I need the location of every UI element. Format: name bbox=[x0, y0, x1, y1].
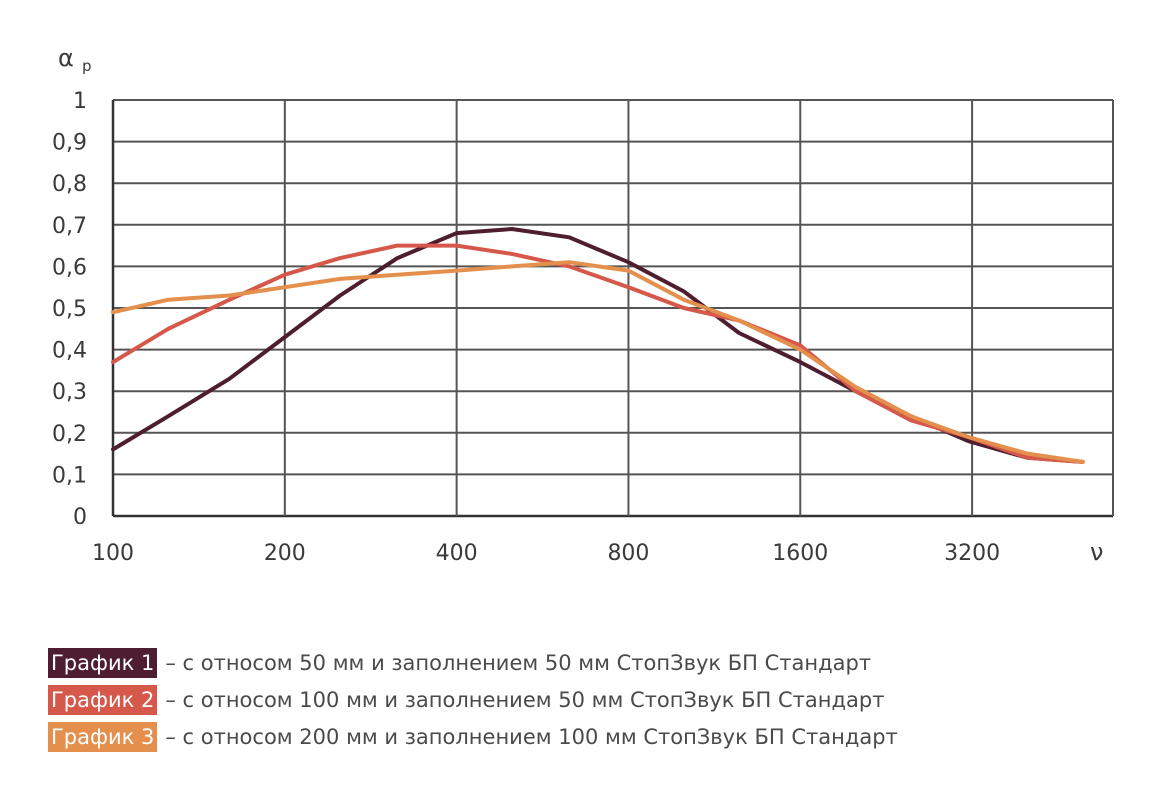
y-tick-label: 1 bbox=[73, 89, 87, 114]
legend-text-1: – с относом 50 мм и заполнением 50 мм Ст… bbox=[165, 650, 872, 675]
legend-swatch-2: График 2 bbox=[48, 684, 158, 715]
legend: График 1 – с относом 50 мм и заполнением… bbox=[48, 644, 898, 755]
series-line-2 bbox=[111, 243, 1085, 464]
x-axis-label: ν bbox=[1090, 538, 1103, 566]
x-tick-label: 1600 bbox=[772, 541, 828, 566]
y-tick-label: 0,5 bbox=[52, 297, 87, 322]
x-tick-label: 3200 bbox=[944, 541, 1000, 566]
grid-lines bbox=[111, 99, 1114, 518]
series-line-3 bbox=[111, 260, 1085, 464]
y-tick-labels: 0 0,1 0,2 0,3 0,4 0,5 0,6 0,7 0,8 0,9 1 bbox=[52, 89, 87, 530]
y-tick-label: 0,9 bbox=[52, 131, 87, 156]
y-tick-label: 0,8 bbox=[52, 172, 87, 197]
y-axis-label: α bbox=[58, 44, 74, 72]
legend-text-3: – с относом 200 мм и заполнением 100 мм … bbox=[165, 724, 898, 749]
legend-item-3: График 3 – с относом 200 мм и заполнение… bbox=[48, 718, 898, 755]
y-tick-label: 0,7 bbox=[52, 214, 87, 239]
y-tick-label: 0,3 bbox=[52, 380, 87, 405]
x-tick-label: 100 bbox=[92, 541, 134, 566]
legend-swatch-1: График 1 bbox=[48, 647, 158, 678]
x-tick-label: 800 bbox=[607, 541, 649, 566]
x-tick-label: 200 bbox=[264, 541, 306, 566]
legend-item-2: График 2 – с относом 100 мм и заполнение… bbox=[48, 681, 898, 718]
absorption-chart: 0 0,1 0,2 0,3 0,4 0,5 0,6 0,7 0,8 0,9 1 100 200 400 8… bbox=[52, 44, 1114, 566]
y-axis-label-subscript: p bbox=[82, 57, 92, 75]
legend-item-1: График 1 – с относом 50 мм и заполнением… bbox=[48, 644, 898, 681]
legend-text-2: – с относом 100 мм и заполнением 50 мм С… bbox=[165, 687, 885, 712]
y-tick-label: 0 bbox=[73, 505, 87, 530]
legend-swatch-3: График 3 bbox=[48, 721, 158, 752]
y-tick-label: 0,2 bbox=[52, 422, 87, 447]
y-tick-label: 0,4 bbox=[52, 339, 87, 364]
series-lines bbox=[111, 227, 1085, 464]
y-tick-label: 0,1 bbox=[52, 463, 87, 488]
x-tick-label: 400 bbox=[436, 541, 478, 566]
y-tick-label: 0,6 bbox=[52, 255, 87, 280]
x-tick-labels: 100 200 400 800 1600 3200 bbox=[92, 541, 1000, 566]
